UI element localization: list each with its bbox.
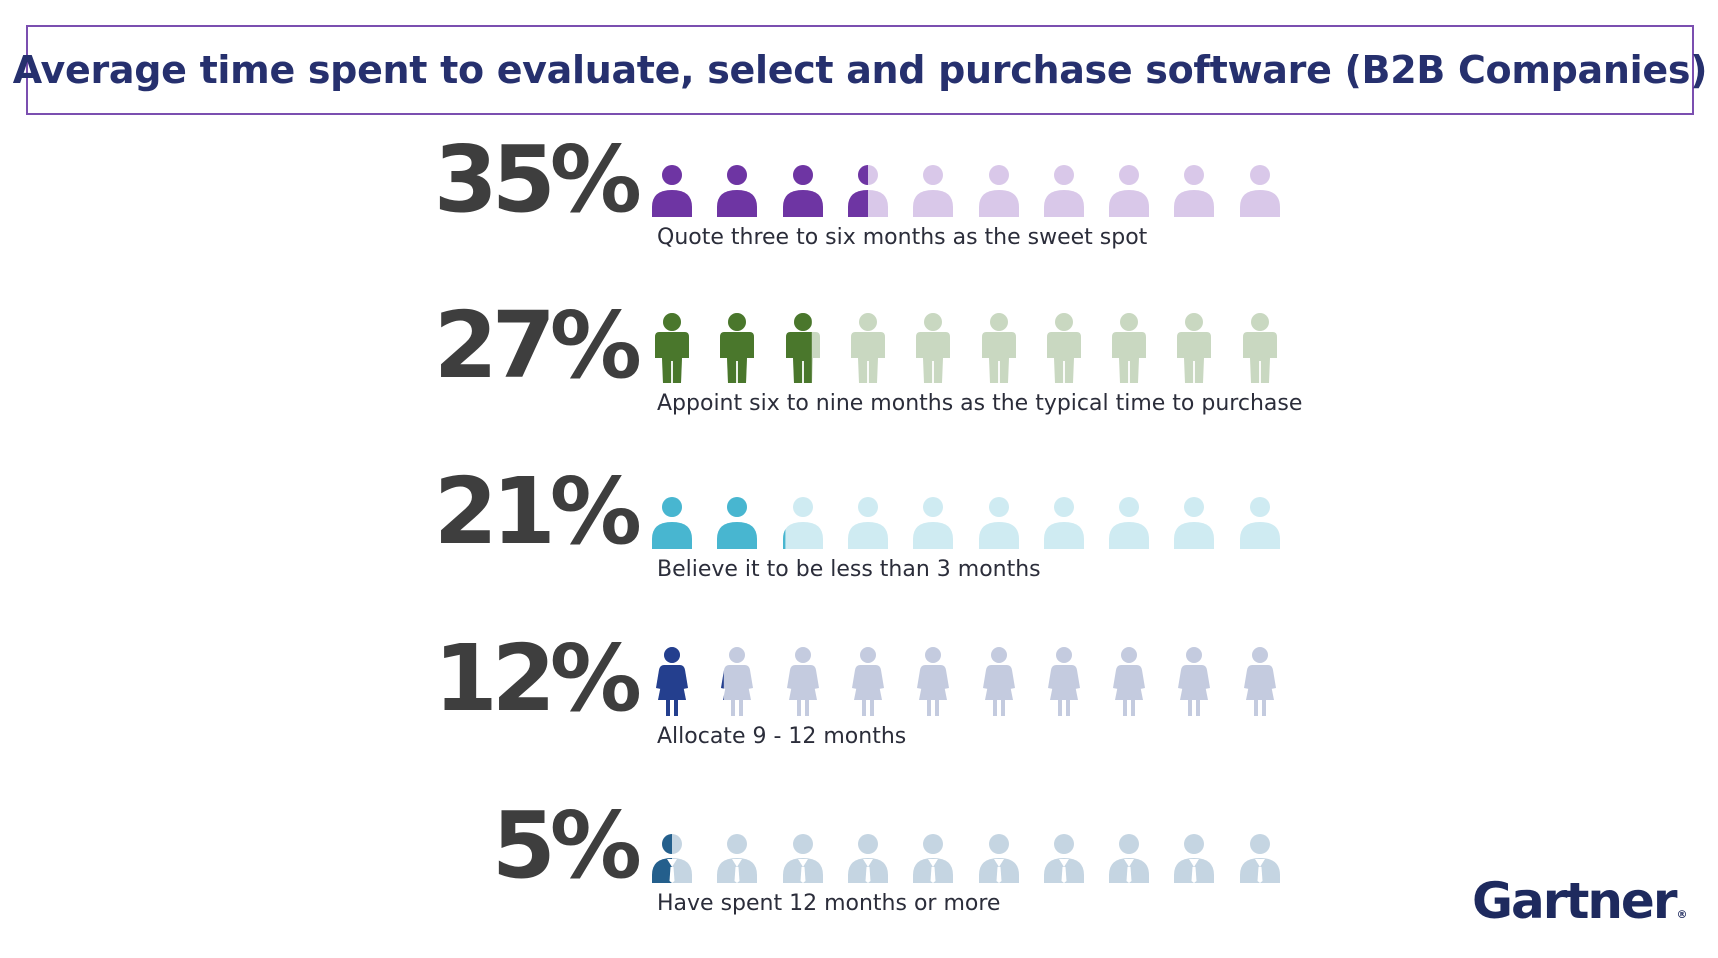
person-standing-icon xyxy=(981,313,1016,383)
person-standing-icon xyxy=(1046,313,1081,383)
person-standing-icon xyxy=(916,313,951,383)
person-standing-icon xyxy=(1242,313,1277,383)
percent-label: 21% xyxy=(433,458,642,565)
person-standing-icon xyxy=(785,313,820,383)
person-bust-icon xyxy=(1174,165,1215,217)
person-dress-icon xyxy=(917,647,950,716)
person-suit-icon xyxy=(978,834,1019,883)
person-dress-icon xyxy=(656,647,688,716)
person-bust-icon xyxy=(847,497,888,549)
person-bust-icon xyxy=(1239,165,1280,217)
person-standing-icon xyxy=(720,313,755,383)
person-bust-icon xyxy=(652,165,692,217)
person-bust-icon xyxy=(782,497,823,549)
person-bust-icon xyxy=(1043,165,1084,217)
person-standing-icon xyxy=(850,313,885,383)
person-dress-icon xyxy=(851,647,884,716)
logo-text: Gartner xyxy=(1472,872,1678,930)
person-suit-icon xyxy=(847,834,888,883)
person-bust-icon xyxy=(913,497,954,549)
gartner-logo: Gartner® xyxy=(1472,872,1688,930)
person-dress-icon xyxy=(1047,647,1080,716)
person-bust-icon xyxy=(717,165,758,217)
percent-label: 5% xyxy=(491,792,642,899)
person-standing-icon xyxy=(1177,313,1212,383)
person-suit-icon xyxy=(1109,834,1150,883)
icon-row xyxy=(650,145,1290,217)
person-bust-icon xyxy=(913,165,954,217)
row-12: 12% Allocate 9 - 12 months xyxy=(0,629,1718,779)
person-dress-icon xyxy=(1178,647,1211,716)
row-description: Believe it to be less than 3 months xyxy=(657,557,1041,582)
icon-row xyxy=(650,477,1290,549)
person-bust-icon xyxy=(1239,497,1280,549)
person-bust-icon xyxy=(1174,497,1215,549)
person-suit-icon xyxy=(1174,834,1215,883)
person-suit-icon xyxy=(1239,834,1280,883)
percent-label: 27% xyxy=(433,292,642,399)
logo-registered-mark: ® xyxy=(1676,908,1688,921)
row-27: 27% xyxy=(0,296,1718,446)
row-description: Appoint six to nine months as the typica… xyxy=(657,391,1303,416)
chart-title: Average time spent to evaluate, select a… xyxy=(12,48,1708,92)
person-bust-icon xyxy=(978,165,1019,217)
person-bust-icon xyxy=(978,497,1019,549)
row-description: Quote three to six months as the sweet s… xyxy=(657,225,1148,250)
person-dress-icon xyxy=(1113,647,1146,716)
person-bust-icon xyxy=(652,497,692,549)
person-suit-icon xyxy=(782,834,823,883)
percent-label: 12% xyxy=(433,625,642,732)
icon-row xyxy=(650,811,1290,883)
person-bust-icon xyxy=(717,497,758,549)
person-dress-icon xyxy=(721,647,754,716)
person-bust-icon xyxy=(1043,497,1084,549)
person-suit-icon xyxy=(717,834,758,883)
person-suit-icon xyxy=(1043,834,1084,883)
row-description: Have spent 12 months or more xyxy=(657,891,1001,916)
row-35: 35% Quote three to six months as the swe… xyxy=(0,130,1718,280)
person-suit-icon xyxy=(913,834,954,883)
row-description: Allocate 9 - 12 months xyxy=(657,724,907,749)
person-standing-icon xyxy=(655,313,689,383)
person-standing-icon xyxy=(1112,313,1147,383)
title-box: Average time spent to evaluate, select a… xyxy=(13,25,1708,115)
person-dress-icon xyxy=(786,647,819,716)
person-bust-icon xyxy=(782,165,823,217)
percent-label: 35% xyxy=(433,126,642,233)
icon-row xyxy=(650,311,1290,383)
person-suit-icon xyxy=(652,834,692,883)
person-bust-icon xyxy=(847,165,888,217)
row-5: 5% xyxy=(0,796,1718,946)
person-dress-icon xyxy=(1243,647,1276,716)
person-bust-icon xyxy=(1109,497,1150,549)
icon-row xyxy=(650,644,1290,716)
person-dress-icon xyxy=(982,647,1015,716)
row-21: 21% Believe it to be less than 3 months xyxy=(0,462,1718,612)
person-bust-icon xyxy=(1109,165,1150,217)
